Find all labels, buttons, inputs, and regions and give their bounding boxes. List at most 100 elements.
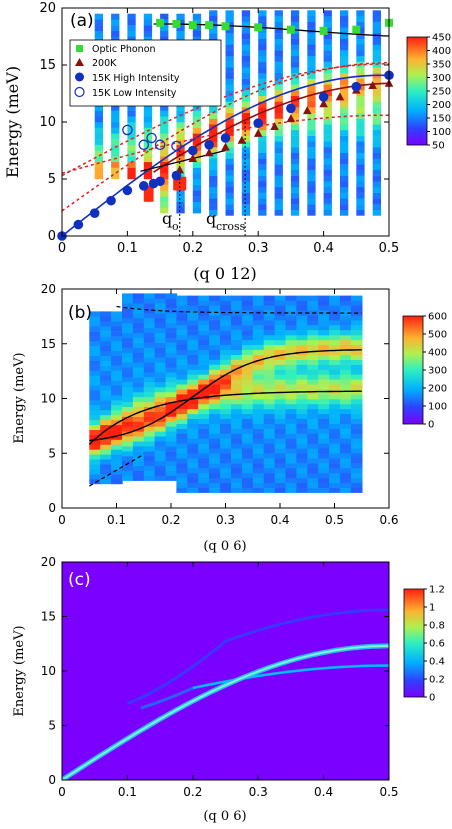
- heatmap-cell: [329, 315, 341, 321]
- heatmap-cell: [132, 465, 145, 471]
- y-tick-label: 15: [41, 610, 56, 624]
- heatmap-cell: [241, 477, 254, 484]
- heatmap-cell: [187, 300, 199, 306]
- x-tick-label: 0.5: [325, 513, 344, 527]
- heatmap-cell: [176, 19, 185, 26]
- y-tick-label: 10: [41, 664, 56, 678]
- heatmap-cell: [160, 36, 169, 43]
- heatmap-cell: [122, 406, 134, 412]
- heatmap-cell: [192, 207, 202, 214]
- heatmap-cell: [241, 482, 254, 488]
- heatmap-cell: [296, 339, 308, 346]
- heatmap-cell: [274, 33, 283, 39]
- heatmap-cell: [372, 21, 381, 28]
- heatmap-cell: [318, 468, 330, 474]
- heatmap-cell: [329, 379, 341, 385]
- heatmap-cell: [252, 423, 265, 429]
- heatmap-cell: [209, 175, 218, 182]
- heatmap-cell: [356, 169, 365, 176]
- heatmap-cell: [132, 411, 145, 417]
- heatmap-cell: [318, 305, 330, 311]
- heatmap-cell: [132, 475, 145, 481]
- heatmap-cell: [252, 438, 265, 444]
- heatmap-cell: [296, 359, 308, 365]
- heatmap-cell: [258, 112, 267, 119]
- heatmap-cell: [198, 325, 210, 331]
- heatmap-cell: [143, 133, 153, 140]
- heatmap-cell: [241, 84, 251, 91]
- heatmap-cell: [143, 150, 153, 157]
- heatmap-cell: [372, 181, 381, 188]
- heatmap-cell: [274, 118, 283, 125]
- heatmap-cell: [323, 204, 332, 210]
- heatmap-cell: [198, 364, 210, 370]
- heatmap-cell: [160, 116, 169, 123]
- heatmap-cell: [225, 78, 234, 85]
- heatmap-cell: [165, 460, 178, 467]
- x-axis-title-c: (q 0 6): [203, 809, 246, 824]
- heatmap-cell: [209, 315, 221, 321]
- x-tick-label: 0.1: [117, 241, 138, 256]
- heatmap-cell: [307, 399, 319, 405]
- heatmap-cell: [241, 187, 251, 193]
- heatmap-cell: [274, 84, 283, 91]
- heatmap-cell: [111, 122, 120, 128]
- heatmap-cell: [274, 433, 287, 439]
- heatmap-cell: [143, 13, 153, 20]
- heatmap-cell: [274, 339, 287, 346]
- heatmap-cell: [154, 406, 167, 412]
- heatmap-cell: [122, 377, 134, 383]
- heatmap-cell: [252, 339, 265, 346]
- heatmap-cell: [274, 305, 287, 311]
- heatmap-cell: [165, 322, 178, 329]
- heatmap-cell: [231, 369, 243, 375]
- heatmap-cell: [290, 84, 300, 91]
- y-axis-title-a: Energy (meV): [3, 66, 22, 178]
- heatmap-cell: [241, 16, 251, 22]
- marker-15k-high: [351, 81, 362, 92]
- heatmap-cell: [111, 405, 123, 411]
- heatmap-cell: [111, 395, 123, 401]
- legend-label-15k-low: 15K Low Intensity: [92, 88, 177, 99]
- heatmap-cell: [340, 433, 352, 439]
- heatmap-cell: [220, 423, 232, 429]
- heatmap-cell: [340, 147, 349, 153]
- heatmap-cell: [165, 431, 178, 437]
- heatmap-cell: [209, 487, 221, 493]
- heatmap-cell: [290, 16, 300, 22]
- heatmap-cell: [285, 354, 298, 360]
- heatmap-cell: [340, 198, 349, 205]
- heatmap-cell: [296, 344, 308, 350]
- heatmap-cell: [350, 458, 363, 464]
- heatmap-cell: [176, 320, 188, 326]
- marker-200k: [270, 122, 279, 131]
- heatmap-cell: [340, 95, 349, 102]
- heatmap-cell: [225, 169, 234, 176]
- heatmap-cell: [252, 379, 265, 385]
- heatmap-cell: [100, 336, 112, 342]
- heatmap-cell: [372, 55, 381, 62]
- heatmap-cell: [258, 130, 267, 136]
- heatmap-cell: [225, 164, 234, 171]
- heatmap-cell: [340, 10, 349, 17]
- marker-200k: [302, 106, 312, 115]
- x-tick-label: 0.4: [314, 785, 333, 799]
- heatmap-cell: [290, 164, 300, 171]
- heatmap-cell: [143, 36, 153, 43]
- x-tick-label: 0.4: [270, 513, 289, 527]
- heatmap-cell: [285, 473, 298, 479]
- heatmap-cell: [165, 421, 178, 427]
- heatmap-cell: [192, 13, 202, 20]
- heatmap-cell: [307, 101, 316, 108]
- heatmap-cell: [307, 413, 319, 419]
- heatmap-cell: [241, 364, 254, 370]
- heatmap-cell: [111, 139, 120, 145]
- heatmap-cell: [307, 175, 316, 182]
- legend-marker-200k: [75, 58, 84, 66]
- heatmap-cell: [127, 133, 136, 140]
- heatmap-cell: [323, 101, 332, 108]
- heatmap-cell: [111, 454, 123, 460]
- heatmap-cell: [241, 55, 251, 62]
- heatmap-cell: [285, 379, 298, 385]
- heatmap-cell: [165, 470, 178, 476]
